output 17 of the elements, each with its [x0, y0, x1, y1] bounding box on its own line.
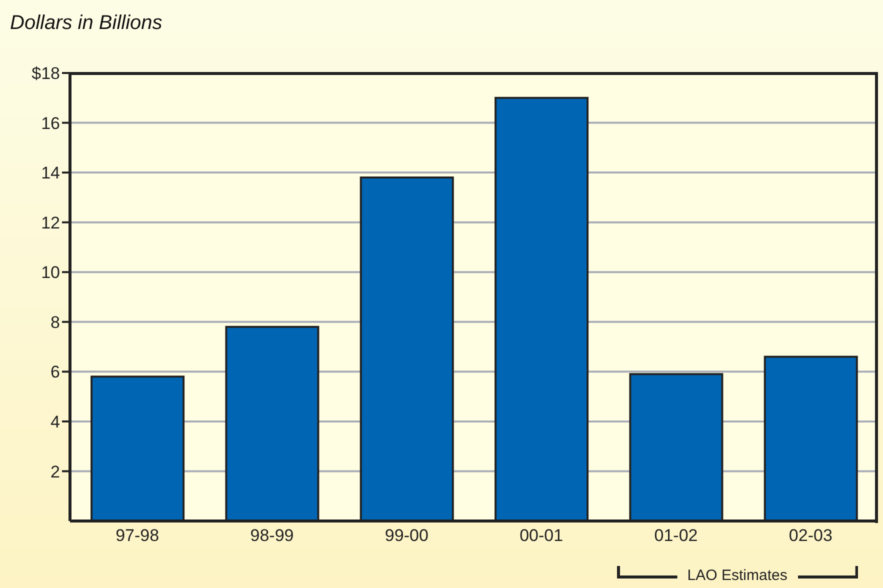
y-tick-label: 4 [50, 412, 60, 432]
y-tick-label: 6 [50, 362, 60, 382]
y-tick-label: 8 [50, 312, 60, 332]
y-tick-label: $18 [32, 64, 60, 84]
y-tick-label: 14 [41, 164, 60, 183]
x-tick-label: 02-03 [788, 526, 832, 546]
x-tick-label: 97-98 [116, 526, 160, 546]
chart-title: Dollars in Billions [10, 12, 162, 35]
x-tick-label: 99-00 [384, 526, 428, 546]
y-tick-label: 16 [41, 114, 60, 133]
y-tick-label: 12 [41, 213, 60, 232]
y-tick-label: 10 [41, 263, 60, 282]
y-tick-label: 2 [50, 462, 60, 482]
text: LAO Estimates [686, 567, 788, 584]
x-tick-label: 01-02 [654, 526, 698, 546]
x-tick-label: 98-99 [250, 526, 294, 546]
x-tick-label: 00-01 [520, 526, 564, 546]
